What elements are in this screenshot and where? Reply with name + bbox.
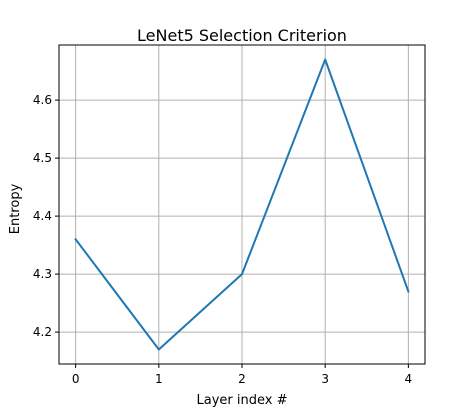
y-axis-ticks: 4.2 4.3 4.4 4.5 4.6 — [33, 93, 59, 339]
grid-lines — [59, 45, 425, 364]
x-tick-label: 1 — [155, 372, 163, 386]
y-tick-label: 4.2 — [33, 325, 52, 339]
x-axis-ticks: 0 1 2 3 4 — [72, 364, 412, 386]
y-axis-label: Entropy — [8, 183, 23, 234]
x-tick-label: 4 — [405, 372, 413, 386]
y-tick-label: 4.4 — [33, 209, 52, 223]
y-tick-label: 4.5 — [33, 151, 52, 165]
series-line — [74, 58, 410, 351]
x-tick-label: 0 — [72, 372, 80, 386]
chart-title: LeNet5 Selection Criterion — [137, 26, 347, 45]
x-tick-label: 3 — [321, 372, 329, 386]
x-tick-label: 2 — [238, 372, 246, 386]
x-axis-label: Layer index # — [197, 393, 288, 408]
series-layer — [74, 58, 410, 351]
y-tick-label: 4.6 — [33, 93, 52, 107]
y-tick-label: 4.3 — [33, 267, 52, 281]
